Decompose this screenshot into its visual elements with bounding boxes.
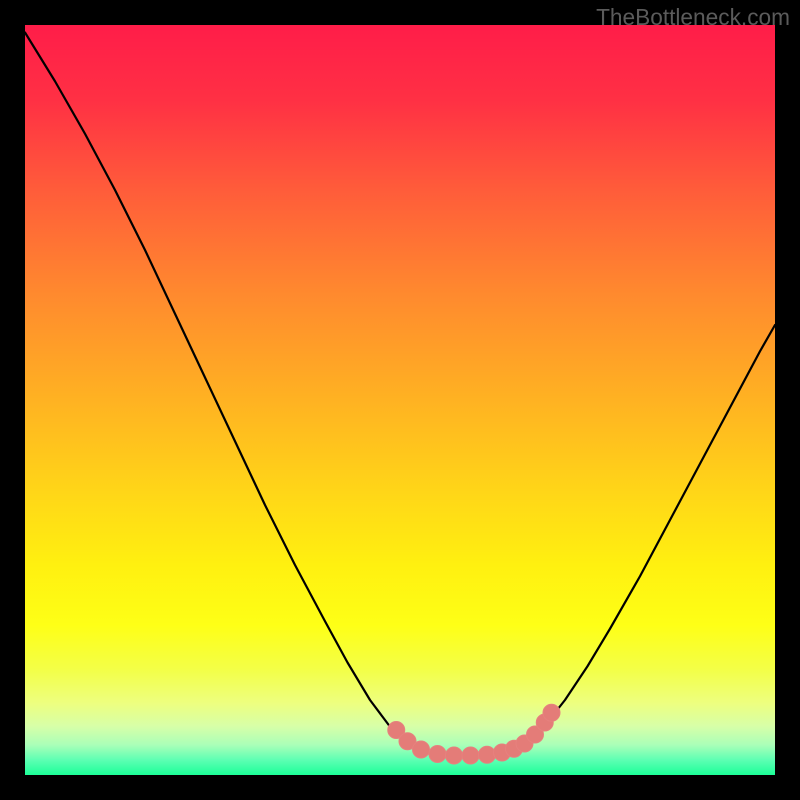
optimal-marker [543,704,560,721]
optimal-marker [446,747,463,764]
optimal-marker [479,746,496,763]
optimal-marker [462,747,479,764]
optimal-marker [413,741,430,758]
bottleneck-curve-chart [0,0,800,800]
watermark-text: TheBottleneck.com [596,4,790,31]
optimal-marker [429,746,446,763]
chart-frame: TheBottleneck.com [0,0,800,800]
plot-background [25,25,775,775]
